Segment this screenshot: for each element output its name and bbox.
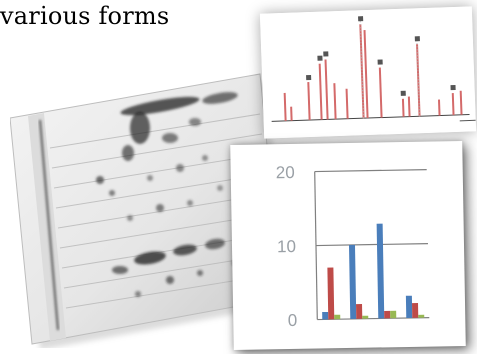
bar xyxy=(362,315,369,319)
y-tick-label: 20 xyxy=(276,163,295,182)
gridline xyxy=(314,169,427,173)
bar xyxy=(327,267,335,320)
y-tick-label: 0 xyxy=(288,311,298,330)
bar-chart: 0 10 20 xyxy=(276,163,430,330)
caption-text: various forms xyxy=(0,2,170,30)
spectrum-image xyxy=(259,6,477,139)
bar xyxy=(334,314,341,320)
bar xyxy=(384,310,391,319)
gridline xyxy=(315,243,428,247)
gel-image xyxy=(9,58,300,350)
bar xyxy=(322,311,329,320)
bar xyxy=(412,302,419,318)
bar xyxy=(418,314,425,318)
bar xyxy=(390,310,397,319)
bar xyxy=(356,303,363,319)
y-tick-label: 10 xyxy=(277,237,296,256)
bar xyxy=(348,244,357,319)
bar xyxy=(405,295,413,318)
bar-chart-card: 0 10 20 xyxy=(230,140,466,351)
bar xyxy=(376,223,385,319)
